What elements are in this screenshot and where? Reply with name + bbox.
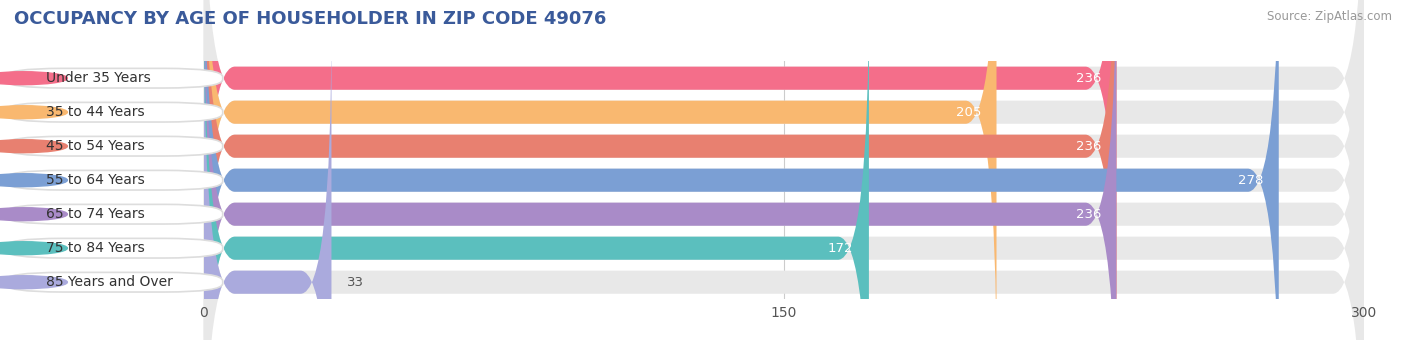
FancyBboxPatch shape [4, 204, 222, 224]
FancyBboxPatch shape [204, 0, 1279, 340]
Text: 236: 236 [1076, 72, 1101, 85]
FancyBboxPatch shape [204, 0, 1364, 340]
Circle shape [0, 174, 67, 187]
Text: 236: 236 [1076, 140, 1101, 153]
Circle shape [0, 106, 67, 119]
FancyBboxPatch shape [4, 136, 222, 156]
FancyBboxPatch shape [204, 0, 1116, 340]
FancyBboxPatch shape [204, 0, 869, 340]
FancyBboxPatch shape [4, 272, 222, 292]
Circle shape [0, 242, 67, 255]
Text: Source: ZipAtlas.com: Source: ZipAtlas.com [1267, 10, 1392, 23]
Text: 55 to 64 Years: 55 to 64 Years [46, 173, 145, 187]
FancyBboxPatch shape [204, 0, 1364, 340]
FancyBboxPatch shape [204, 0, 1116, 339]
Text: 172: 172 [828, 242, 853, 255]
Text: 278: 278 [1237, 174, 1263, 187]
FancyBboxPatch shape [4, 68, 222, 88]
Circle shape [0, 276, 67, 289]
FancyBboxPatch shape [204, 22, 1364, 340]
FancyBboxPatch shape [204, 22, 332, 340]
Text: 35 to 44 Years: 35 to 44 Years [46, 105, 145, 119]
Text: 45 to 54 Years: 45 to 54 Years [46, 139, 145, 153]
FancyBboxPatch shape [204, 0, 1364, 340]
Text: 65 to 74 Years: 65 to 74 Years [46, 207, 145, 221]
Text: OCCUPANCY BY AGE OF HOUSEHOLDER IN ZIP CODE 49076: OCCUPANCY BY AGE OF HOUSEHOLDER IN ZIP C… [14, 10, 606, 28]
Circle shape [0, 140, 67, 153]
Circle shape [0, 72, 67, 85]
Text: Under 35 Years: Under 35 Years [46, 71, 152, 85]
FancyBboxPatch shape [204, 0, 1364, 340]
FancyBboxPatch shape [204, 0, 997, 340]
Text: 85 Years and Over: 85 Years and Over [46, 275, 173, 289]
FancyBboxPatch shape [4, 170, 222, 190]
FancyBboxPatch shape [204, 0, 1364, 340]
Text: 75 to 84 Years: 75 to 84 Years [46, 241, 145, 255]
FancyBboxPatch shape [204, 0, 1364, 339]
FancyBboxPatch shape [204, 0, 1116, 340]
FancyBboxPatch shape [4, 238, 222, 258]
Circle shape [0, 208, 67, 221]
FancyBboxPatch shape [4, 102, 222, 122]
Text: 236: 236 [1076, 208, 1101, 221]
Text: 205: 205 [956, 106, 981, 119]
Text: 33: 33 [347, 276, 364, 289]
